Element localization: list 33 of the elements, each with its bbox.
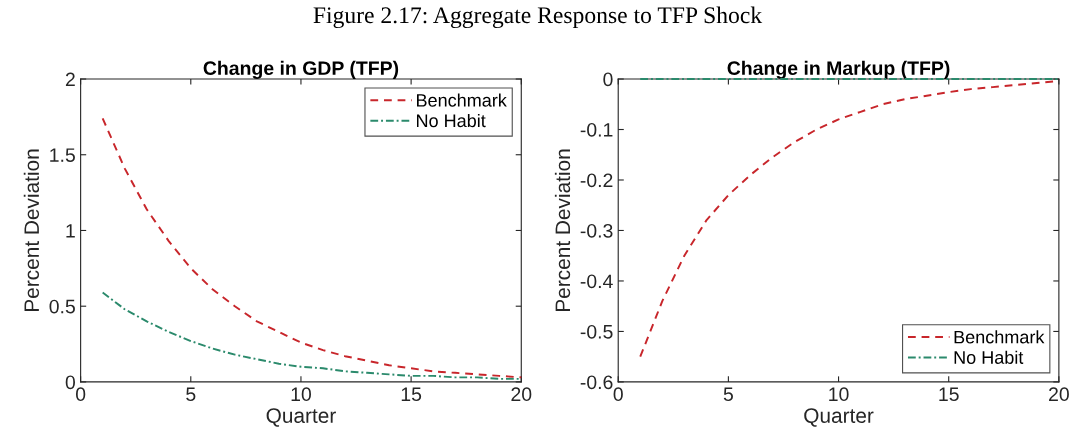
y-axis-title: Percent Deviation [554,149,571,311]
x-tick-label: 5 [186,387,196,402]
x-tick-label: 20 [511,387,532,402]
x-tick-label: 15 [401,387,422,402]
x-tick-label: 20 [1049,387,1069,402]
x-tick-label: 0 [613,387,623,402]
legend-label: Benchmark [954,330,1045,344]
x-tick-label: 5 [723,387,733,402]
chart-title: Change in GDP (TFP) [203,60,399,79]
legend-label: Benchmark [417,93,507,107]
caption: Figure 2.17: Aggregate Response to TFP Shock [313,6,763,29]
y-tick-label: -0.1 [580,122,613,137]
y-tick-label: -0.3 [580,223,613,238]
y-tick-label: -0.6 [580,375,613,390]
chart-title: Change in Markup (TFP) [727,60,950,79]
y-tick-label: 1 [66,224,75,238]
x-tick-label: 15 [939,387,959,402]
legend-label: No Habit [417,113,486,128]
x-tick-label: 10 [829,387,849,402]
x-tick-label: 10 [291,387,312,402]
y-tick-label: 2 [65,72,75,87]
x-axis-title: Quarter [804,408,874,427]
legend-label: No Habit [954,350,1024,364]
y-tick-label: -0.2 [580,173,613,188]
y-tick-label: -0.5 [580,324,613,339]
y-tick-label: -0.4 [580,274,613,289]
x-tick-label: 0 [75,387,86,402]
y-tick-label: 0 [603,72,613,87]
y-tick-label: 1.5 [50,148,75,162]
y-tick-label: 0 [65,375,75,390]
y-axis-title: Percent Deviation [23,149,40,311]
x-axis-title: Quarter [266,408,336,427]
y-tick-label: 0.5 [49,299,75,314]
